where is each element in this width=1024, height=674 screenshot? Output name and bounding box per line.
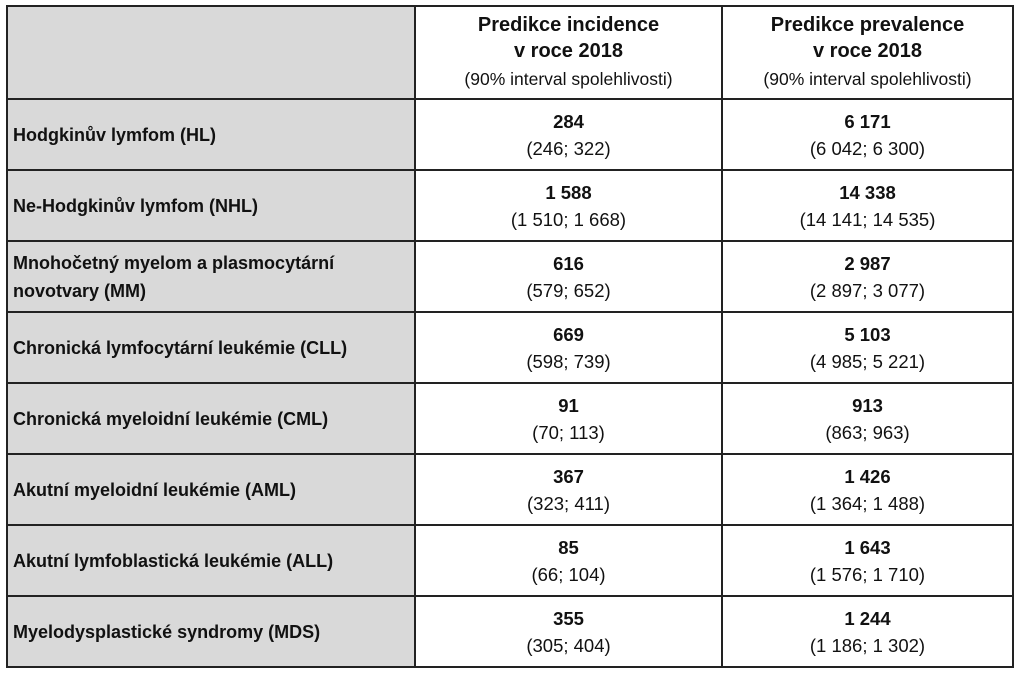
row-label: Mnohočetný myelom a plasmocytární novotv… [6,240,416,313]
prevalence-ci: (1 186; 1 302) [809,634,926,656]
prevalence-value: 1 244 [844,607,891,629]
prevalence-value: 913 [852,394,883,416]
header-incidence: Predikce incidence v roce 2018 (90% inte… [414,5,723,100]
incidence-value: 85 [558,536,579,558]
header-incidence-title-line1: Predikce incidence [477,14,660,36]
incidence-value: 669 [553,323,584,345]
row-label: Hodgkinův lymfom (HL) [6,98,416,171]
row-label: Myelodysplastické syndromy (MDS) [6,595,416,668]
table-row: Akutní myeloidní leukémie (AML) 367 (323… [6,453,1014,526]
incidence-ci: (598; 739) [526,350,611,372]
table-row: Myelodysplastické syndromy (MDS) 355 (30… [6,595,1014,668]
prevalence-cell: 2 987 (2 897; 3 077) [721,240,1014,313]
prevalence-value: 2 987 [844,252,891,274]
prevalence-ci: (1 576; 1 710) [809,563,926,585]
incidence-cell: 669 (598; 739) [414,311,723,384]
table-row: Hodgkinův lymfom (HL) 284 (246; 322) 6 1… [6,98,1014,171]
header-incidence-subtitle: (90% interval spolehlivosti) [464,69,673,89]
prevalence-value: 5 103 [844,323,891,345]
prevalence-ci: (14 141; 14 535) [799,208,936,230]
row-label: Chronická lymfocytární leukémie (CLL) [6,311,416,384]
table-row: Mnohočetný myelom a plasmocytární novotv… [6,240,1014,313]
incidence-ci: (246; 322) [526,137,611,159]
incidence-value: 284 [553,110,584,132]
incidence-ci: (579; 652) [526,279,611,301]
incidence-cell: 284 (246; 322) [414,98,723,171]
header-prevalence-title: Predikce prevalence v roce 2018 [723,7,1012,64]
incidence-ci: (305; 404) [526,634,611,656]
table-row: Chronická myeloidní leukémie (CML) 91 (7… [6,382,1014,455]
table-row: Akutní lymfoblastická leukémie (ALL) 85 … [6,524,1014,597]
data-table-container: Predikce incidence v roce 2018 (90% inte… [6,5,1014,668]
incidence-value: 616 [553,252,584,274]
incidence-value: 355 [553,607,584,629]
incidence-cell: 367 (323; 411) [414,453,723,526]
prevalence-cell: 913 (863; 963) [721,382,1014,455]
prevalence-value: 1 643 [844,536,891,558]
incidence-value: 91 [558,394,579,416]
header-prevalence: Predikce prevalence v roce 2018 (90% int… [721,5,1014,100]
incidence-cell: 355 (305; 404) [414,595,723,668]
header-prevalence-subtitle: (90% interval spolehlivosti) [763,69,972,89]
row-label: Chronická myeloidní leukémie (CML) [6,382,416,455]
prevalence-ci: (6 042; 6 300) [809,137,926,159]
incidence-ci: (323; 411) [527,492,610,514]
incidence-cell: 616 (579; 652) [414,240,723,313]
incidence-ci: (66; 104) [531,563,606,585]
incidence-ci: (70; 113) [532,421,605,443]
table-row: Chronická lymfocytární leukémie (CLL) 66… [6,311,1014,384]
incidence-ci: (1 510; 1 668) [510,208,627,230]
header-corner-cell [6,5,416,100]
incidence-value: 367 [553,465,584,487]
prevalence-cell: 5 103 (4 985; 5 221) [721,311,1014,384]
prevalence-value: 14 338 [839,181,896,203]
prevalence-cell: 1 426 (1 364; 1 488) [721,453,1014,526]
prevalence-cell: 14 338 (14 141; 14 535) [721,169,1014,242]
incidence-value: 1 588 [545,181,592,203]
prevalence-cell: 6 171 (6 042; 6 300) [721,98,1014,171]
header-prevalence-title-line1: Predikce prevalence [770,14,965,36]
row-label: Akutní lymfoblastická leukémie (ALL) [6,524,416,597]
table-row: Ne-Hodgkinův lymfom (NHL) 1 588 (1 510; … [6,169,1014,242]
header-incidence-title-line2: v roce 2018 [514,40,623,62]
row-label: Akutní myeloidní leukémie (AML) [6,453,416,526]
prevalence-ci: (863; 963) [825,421,910,443]
prevalence-ci: (4 985; 5 221) [809,350,926,372]
prevalence-ci: (1 364; 1 488) [809,492,926,514]
prevalence-ci: (2 897; 3 077) [809,279,926,301]
incidence-cell: 91 (70; 113) [414,382,723,455]
incidence-cell: 85 (66; 104) [414,524,723,597]
header-incidence-title: Predikce incidence v roce 2018 [416,7,721,64]
row-label: Ne-Hodgkinův lymfom (NHL) [6,169,416,242]
prevalence-cell: 1 643 (1 576; 1 710) [721,524,1014,597]
incidence-prevalence-table: Predikce incidence v roce 2018 (90% inte… [6,5,1014,668]
header-row: Predikce incidence v roce 2018 (90% inte… [6,5,1014,100]
prevalence-value: 6 171 [844,110,891,132]
prevalence-cell: 1 244 (1 186; 1 302) [721,595,1014,668]
prevalence-value: 1 426 [844,465,891,487]
header-prevalence-title-line2: v roce 2018 [813,40,922,62]
incidence-cell: 1 588 (1 510; 1 668) [414,169,723,242]
